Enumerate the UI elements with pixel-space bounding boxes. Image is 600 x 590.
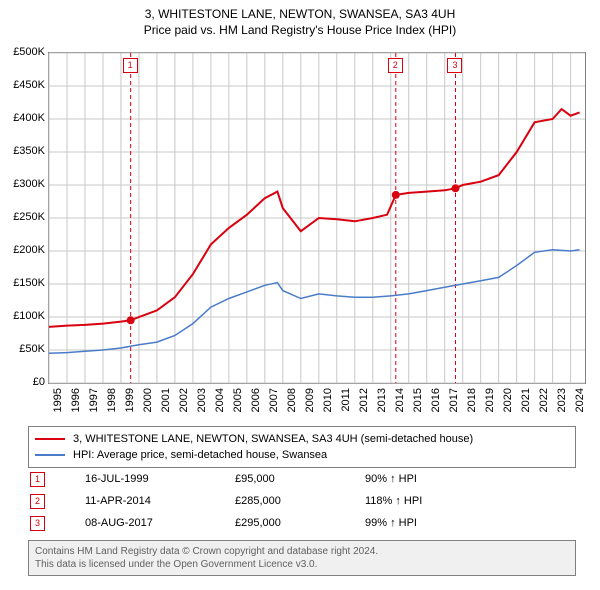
x-tick-label: 2010 (322, 388, 334, 412)
x-tick-label: 1999 (124, 388, 136, 412)
vline-marker-box: 3 (447, 58, 462, 73)
table-row: 2 11-APR-2014 £285,000 118% ↑ HPI (28, 490, 576, 512)
x-tick-label: 2009 (304, 388, 316, 412)
x-tick-label: 2003 (196, 388, 208, 412)
x-tick-label: 2024 (574, 388, 586, 412)
vline-marker-box: 1 (123, 58, 138, 73)
x-tick-label: 1997 (88, 388, 100, 412)
x-tick-label: 2016 (430, 388, 442, 412)
sale-hpi: 118% ↑ HPI (365, 495, 495, 507)
y-tick-label: £200K (13, 244, 45, 256)
chart-svg (49, 53, 585, 383)
chart-container: 3, WHITESTONE LANE, NEWTON, SWANSEA, SA3… (0, 0, 600, 590)
y-tick-label: £100K (13, 310, 45, 322)
sale-date: 11-APR-2014 (85, 495, 235, 507)
y-tick-label: £400K (13, 112, 45, 124)
footnote: Contains HM Land Registry data © Crown c… (28, 540, 576, 576)
x-tick-label: 1996 (70, 388, 82, 412)
vline-marker-box: 2 (388, 58, 403, 73)
x-tick-label: 2008 (286, 388, 298, 412)
sale-hpi: 99% ↑ HPI (365, 517, 495, 529)
x-tick-label: 2011 (340, 388, 352, 412)
x-tick-label: 2020 (502, 388, 514, 412)
x-tick-label: 1998 (106, 388, 118, 412)
legend-swatch-hpi (35, 454, 65, 456)
sale-price: £95,000 (235, 473, 365, 485)
x-tick-label: 2007 (268, 388, 280, 412)
legend-label: HPI: Average price, semi-detached house,… (73, 449, 327, 461)
sale-hpi: 90% ↑ HPI (365, 473, 495, 485)
sale-marker-icon: 1 (30, 472, 45, 487)
x-tick-label: 2001 (160, 388, 172, 412)
y-tick-label: £150K (13, 277, 45, 289)
x-tick-label: 2022 (538, 388, 550, 412)
title-address: 3, WHITESTONE LANE, NEWTON, SWANSEA, SA3… (0, 6, 600, 22)
y-tick-label: £250K (13, 211, 45, 223)
x-tick-label: 2000 (142, 388, 154, 412)
sale-marker-icon: 2 (30, 494, 45, 509)
y-tick-label: £50K (19, 343, 45, 355)
x-tick-label: 2004 (214, 388, 226, 412)
sale-date: 08-AUG-2017 (85, 517, 235, 529)
x-tick-label: 1995 (52, 388, 64, 412)
x-tick-label: 2002 (178, 388, 190, 412)
title-block: 3, WHITESTONE LANE, NEWTON, SWANSEA, SA3… (0, 0, 600, 38)
footnote-line2: This data is licensed under the Open Gov… (35, 558, 569, 571)
x-tick-label: 2014 (394, 388, 406, 412)
sale-price: £285,000 (235, 495, 365, 507)
sale-price: £295,000 (235, 517, 365, 529)
x-tick-label: 2012 (358, 388, 370, 412)
y-tick-label: £350K (13, 145, 45, 157)
footnote-line1: Contains HM Land Registry data © Crown c… (35, 545, 569, 558)
legend-row: HPI: Average price, semi-detached house,… (35, 447, 569, 463)
series-legend: 3, WHITESTONE LANE, NEWTON, SWANSEA, SA3… (28, 426, 576, 468)
sales-table: 1 16-JUL-1999 £95,000 90% ↑ HPI 2 11-APR… (28, 468, 576, 534)
x-tick-label: 2019 (484, 388, 496, 412)
y-tick-label: £300K (13, 178, 45, 190)
x-tick-label: 2006 (250, 388, 262, 412)
legend-swatch-property (35, 438, 65, 440)
legend-label: 3, WHITESTONE LANE, NEWTON, SWANSEA, SA3… (73, 433, 473, 445)
plot-area (48, 52, 586, 384)
sale-marker-icon: 3 (30, 516, 45, 531)
y-tick-label: £0 (33, 376, 45, 388)
sale-date: 16-JUL-1999 (85, 473, 235, 485)
legend-row: 3, WHITESTONE LANE, NEWTON, SWANSEA, SA3… (35, 431, 569, 447)
table-row: 1 16-JUL-1999 £95,000 90% ↑ HPI (28, 468, 576, 490)
x-tick-label: 2005 (232, 388, 244, 412)
x-tick-label: 2017 (448, 388, 460, 412)
title-subtitle: Price paid vs. HM Land Registry's House … (0, 22, 600, 38)
x-tick-label: 2023 (556, 388, 568, 412)
x-tick-label: 2021 (520, 388, 532, 412)
y-tick-label: £500K (13, 46, 45, 58)
x-tick-label: 2018 (466, 388, 478, 412)
x-tick-label: 2015 (412, 388, 424, 412)
y-tick-label: £450K (13, 79, 45, 91)
x-tick-label: 2013 (376, 388, 388, 412)
table-row: 3 08-AUG-2017 £295,000 99% ↑ HPI (28, 512, 576, 534)
